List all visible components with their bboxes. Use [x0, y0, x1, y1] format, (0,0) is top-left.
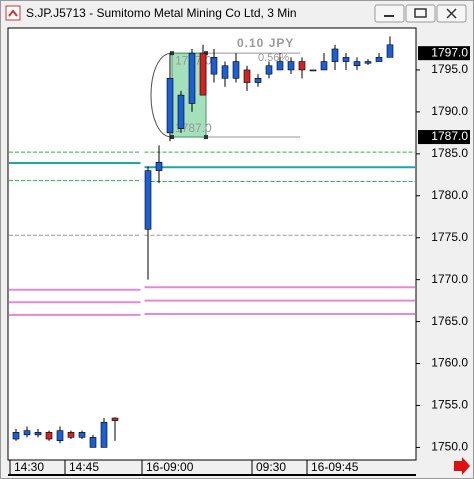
minimize-button[interactable]	[374, 4, 405, 23]
price-marker-label: 1787.0	[431, 129, 468, 143]
y-tick-label: 1785.0	[431, 146, 468, 160]
candle-body	[276, 61, 284, 71]
candle-body	[188, 52, 196, 104]
candle-body	[287, 61, 295, 71]
candle-body	[89, 437, 97, 448]
x-tick-label: 09:30	[256, 460, 286, 474]
restore-button[interactable]	[405, 4, 436, 23]
y-tick-label: 1770.0	[431, 272, 468, 286]
x-tick-label: 16-09:00	[146, 460, 194, 474]
y-tick-label: 1750.0	[431, 440, 468, 454]
window-title: S.JP.J5713 - Sumitomo Metal Mining Co Lt…	[26, 6, 297, 20]
candle-body	[34, 432, 42, 436]
candle-body	[232, 61, 240, 79]
y-tick-label: 1795.0	[431, 62, 468, 76]
candle-body	[243, 69, 251, 83]
app-icon	[5, 5, 21, 21]
candle-body	[166, 78, 174, 134]
x-tick-label: 16-09:45	[311, 460, 359, 474]
close-icon	[446, 8, 457, 19]
candle-body	[56, 430, 64, 442]
candle-body	[199, 52, 207, 96]
measure-handle	[170, 135, 174, 140]
y-tick-label: 1780.0	[431, 188, 468, 202]
price-marker-box	[418, 130, 470, 145]
candle-body	[331, 48, 339, 62]
candle-body	[375, 57, 383, 62]
candle-body	[45, 432, 53, 440]
candle-body	[111, 417, 119, 421]
y-tick-label: 1765.0	[431, 314, 468, 328]
y-tick-label: 1755.0	[431, 398, 468, 412]
restore-icon	[414, 8, 427, 18]
measure-handle	[204, 135, 208, 140]
candle-body	[221, 65, 229, 79]
y-tick-label: 1790.0	[431, 104, 468, 118]
price-marker-label: 1797.0	[431, 45, 468, 59]
candle-body	[298, 61, 306, 71]
y-tick-label: 1760.0	[431, 356, 468, 370]
candle-body	[155, 161, 163, 171]
candle-body	[67, 432, 75, 438]
measure-handle	[170, 51, 174, 56]
measure-percent: 0.56%	[258, 52, 289, 64]
y-tick-label: 1775.0	[431, 230, 468, 244]
candle-body	[386, 44, 394, 58]
measure-curve	[150, 52, 173, 138]
scroll-arrow[interactable]	[454, 457, 470, 475]
candle-body	[144, 170, 152, 230]
candle-body	[78, 432, 86, 438]
candle-body	[12, 432, 20, 440]
app-icon-glyph	[8, 9, 18, 17]
candle-body	[254, 78, 262, 83]
candle-body	[364, 61, 372, 64]
candle-body	[23, 430, 31, 436]
candle-body	[320, 61, 328, 71]
plot-area	[7, 27, 417, 461]
candle-body	[353, 61, 361, 67]
candle-body	[309, 69, 317, 72]
candle-body	[177, 94, 185, 129]
candle-body	[210, 57, 218, 75]
candle-body	[100, 421, 108, 448]
measure-label: 0.10 JPY	[237, 36, 294, 50]
x-tick-label: 14:45	[69, 460, 99, 474]
candle-body	[342, 57, 350, 62]
price-marker-box	[418, 46, 470, 61]
x-tick-label: 14:30	[14, 460, 44, 474]
candle-body	[265, 65, 273, 75]
